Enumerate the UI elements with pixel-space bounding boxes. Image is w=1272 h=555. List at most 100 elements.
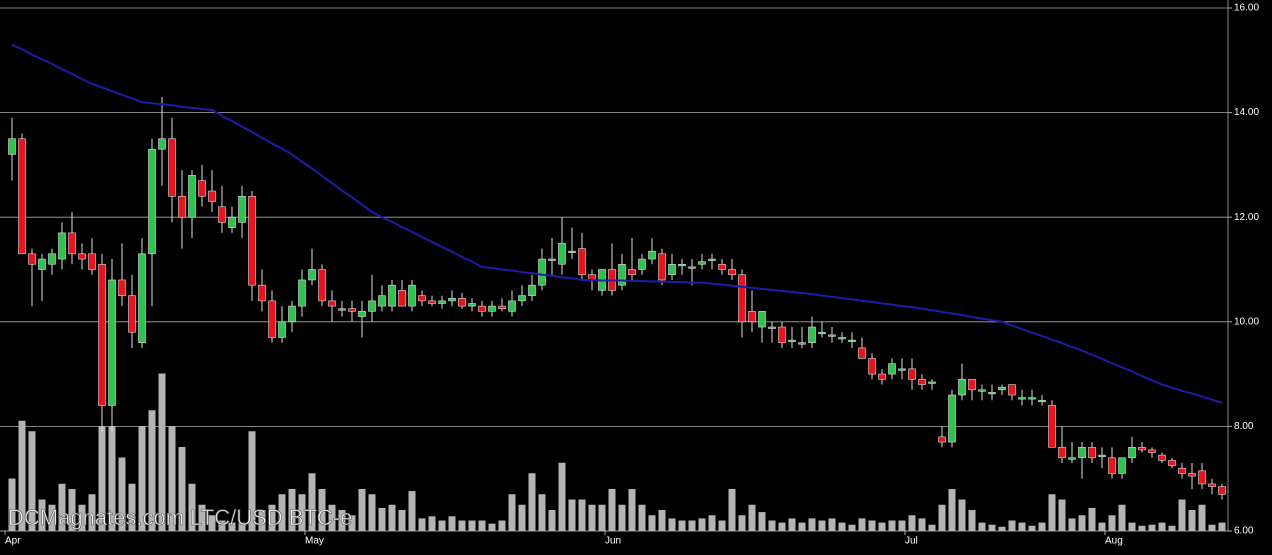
candle-body	[248, 195, 256, 286]
candle-body	[1068, 457, 1076, 460]
candle-body	[58, 232, 66, 260]
candle-body	[518, 295, 526, 302]
candle-body	[508, 300, 516, 312]
candle-body	[1008, 384, 1016, 396]
volume-bar	[358, 489, 366, 531]
candle-body	[528, 284, 536, 296]
candle-body	[578, 248, 586, 276]
candle-body	[138, 253, 146, 344]
candle-body	[1128, 447, 1136, 459]
volume-bar	[788, 518, 796, 531]
candle-body	[378, 295, 386, 307]
plot: 6.00 8.00 10.00 12.00 14.00 16.00 Apr May Jun Jul…	[0, 3, 1259, 547]
candle-body	[618, 263, 626, 286]
candle-body	[308, 269, 316, 281]
candle-body	[738, 274, 746, 323]
y-tick-label: 8.00	[1234, 421, 1254, 432]
candle-body	[198, 180, 206, 197]
volume-bar	[298, 494, 306, 531]
volume-bar	[1008, 520, 1016, 531]
candle-body	[108, 279, 116, 406]
x-tick-label: Jun	[605, 536, 621, 547]
volume-bar	[908, 515, 916, 531]
candle-body	[878, 373, 886, 380]
candle-body	[28, 253, 36, 265]
volume-bar	[638, 504, 646, 531]
volume-bar	[1128, 522, 1136, 531]
volume-bar	[538, 494, 546, 531]
volume-bar	[258, 510, 266, 531]
volume-bar	[988, 524, 996, 531]
y-tick-label: 6.00	[1234, 526, 1254, 537]
volume-bar	[658, 510, 666, 531]
volume-bar	[1038, 522, 1046, 531]
volume-bar	[608, 489, 616, 531]
y-tick-label: 12.00	[1234, 212, 1259, 223]
candle-body	[258, 284, 266, 302]
volume-bar	[228, 522, 236, 531]
candle-body	[648, 250, 656, 260]
x-tick-label: May	[305, 536, 324, 547]
volume-bar	[308, 473, 316, 531]
volume-bar	[508, 494, 516, 531]
volume-bar	[998, 526, 1006, 531]
candle-body	[1038, 399, 1046, 403]
volume-bar	[838, 522, 846, 531]
candle-body	[728, 269, 736, 276]
candle-body	[868, 358, 876, 375]
volume-bar	[168, 426, 176, 531]
candle-body	[118, 279, 126, 296]
volume-bar	[948, 489, 956, 531]
candle-body	[568, 250, 576, 253]
candle-body	[918, 379, 926, 385]
volume-bar	[1088, 507, 1096, 531]
candle-body	[338, 308, 346, 311]
candle-body	[818, 331, 826, 335]
candle-body	[778, 326, 786, 344]
candle-body	[848, 339, 856, 342]
candle-body	[768, 326, 776, 329]
volume-bar	[868, 520, 876, 531]
candle-body	[178, 195, 186, 218]
volume-bar	[68, 489, 76, 531]
volume-bar	[678, 520, 686, 531]
volume-bar	[568, 499, 576, 531]
candle-body	[638, 258, 646, 270]
volume-bar	[548, 510, 556, 531]
volume-bar	[138, 426, 146, 531]
candle-body	[748, 311, 756, 323]
volume-bar	[728, 489, 736, 531]
volume-bar	[978, 522, 986, 531]
candle-body	[268, 300, 276, 338]
candle-body	[438, 300, 446, 304]
volume-bar	[338, 510, 346, 531]
x-tick-label: Aug	[1105, 536, 1123, 547]
candle-body	[798, 342, 806, 345]
volume-bar	[128, 483, 136, 531]
candle-body	[938, 436, 946, 443]
candle-body	[968, 379, 976, 391]
volume-bar	[818, 520, 826, 531]
candle-body	[298, 279, 306, 307]
volume-bar	[758, 512, 766, 531]
volume-bar	[208, 515, 216, 531]
volume-bar	[268, 504, 276, 531]
candle-body	[1198, 470, 1206, 485]
volume-bar	[928, 524, 936, 531]
volume-bar	[848, 524, 856, 531]
candle-body	[1148, 449, 1156, 453]
volume-bar	[248, 431, 256, 531]
volume-bar	[968, 510, 976, 531]
volume-bar	[688, 520, 696, 531]
volume-bar	[198, 504, 206, 531]
volume-bar	[318, 489, 326, 531]
candle-body	[558, 243, 566, 265]
candle-body	[758, 311, 766, 328]
candle-body	[218, 206, 226, 223]
volume-bar	[808, 518, 816, 531]
volume-bar	[148, 410, 156, 531]
volume-bar	[328, 504, 336, 531]
volume-bar	[578, 499, 586, 531]
candle-body	[348, 308, 356, 312]
candle-body	[458, 297, 466, 307]
